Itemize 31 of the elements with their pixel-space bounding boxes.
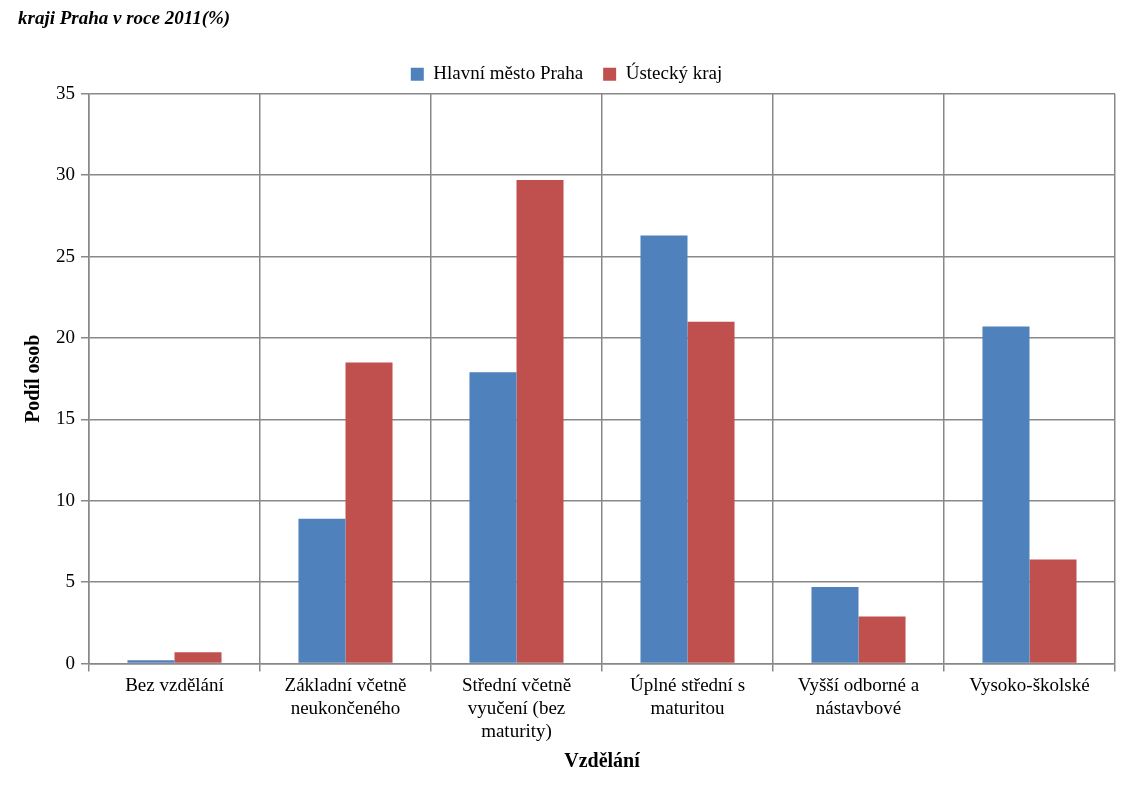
y-tick-label: 35 <box>56 81 75 103</box>
y-tick-label: 10 <box>56 488 75 510</box>
bar <box>858 616 906 663</box>
x-tick-label: Úplné střední s maturitou <box>629 673 746 718</box>
bar <box>469 372 517 663</box>
legend-label: Hlavní město Praha <box>433 62 584 84</box>
bar <box>687 321 735 663</box>
bar <box>1029 559 1077 663</box>
x-tick-label: Vysoko-školské <box>969 673 1090 695</box>
y-tick-label: 0 <box>65 651 75 673</box>
bar <box>127 660 175 663</box>
x-tick-label: Bez vzdělání <box>125 673 225 695</box>
y-tick-label: 20 <box>56 325 75 347</box>
x-tick-label: Vyšší odborné a nástavbové <box>797 673 920 718</box>
y-tick-label: 25 <box>56 244 75 266</box>
y-tick-label: 15 <box>56 407 75 429</box>
bar <box>345 362 393 663</box>
bar <box>640 235 688 663</box>
bar <box>811 587 859 663</box>
chart-title: kraji Praha v roce 2011(%) <box>18 7 231 30</box>
x-tick-label: Základní včetně neukončeného <box>284 673 407 718</box>
bar <box>298 518 346 663</box>
bar <box>174 652 222 663</box>
legend-label: Ústecký kraj <box>625 62 723 84</box>
y-tick-label: 5 <box>65 570 75 592</box>
y-tick-label: 30 <box>56 163 75 185</box>
x-axis-title: Vzdělání <box>564 749 641 772</box>
bar <box>982 326 1030 663</box>
bar <box>516 180 564 663</box>
x-tick-label: Střední včetně vyučení (bez maturity) <box>461 673 572 742</box>
y-axis-title: Podíl osob <box>21 334 44 423</box>
